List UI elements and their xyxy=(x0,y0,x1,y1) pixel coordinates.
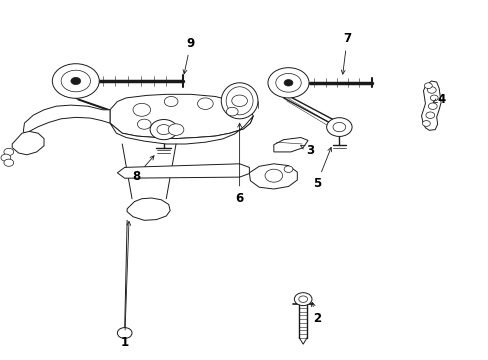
Circle shape xyxy=(427,103,436,109)
Circle shape xyxy=(231,95,247,107)
Circle shape xyxy=(164,96,178,107)
Polygon shape xyxy=(249,164,297,189)
Ellipse shape xyxy=(221,83,258,119)
Circle shape xyxy=(133,103,150,116)
Circle shape xyxy=(424,83,431,89)
Circle shape xyxy=(429,95,437,101)
Circle shape xyxy=(4,159,14,166)
Circle shape xyxy=(326,118,351,136)
Circle shape xyxy=(157,125,170,135)
Polygon shape xyxy=(118,101,237,133)
Polygon shape xyxy=(117,164,249,178)
Circle shape xyxy=(61,70,90,92)
Text: 6: 6 xyxy=(235,123,243,204)
Circle shape xyxy=(226,107,238,116)
Polygon shape xyxy=(273,138,307,152)
Circle shape xyxy=(275,73,301,92)
Circle shape xyxy=(425,112,434,118)
Circle shape xyxy=(71,77,81,85)
Circle shape xyxy=(332,122,345,132)
Circle shape xyxy=(117,328,132,338)
Circle shape xyxy=(284,166,292,172)
Circle shape xyxy=(284,80,292,86)
Circle shape xyxy=(427,87,435,93)
Circle shape xyxy=(422,121,429,126)
Polygon shape xyxy=(23,105,110,137)
Polygon shape xyxy=(127,198,170,220)
Text: 3: 3 xyxy=(300,144,314,157)
Text: 8: 8 xyxy=(132,156,154,183)
Text: 7: 7 xyxy=(341,32,350,74)
Text: 5: 5 xyxy=(312,148,331,190)
Text: 2: 2 xyxy=(311,302,320,325)
Ellipse shape xyxy=(225,87,253,115)
Circle shape xyxy=(4,148,14,156)
Circle shape xyxy=(294,293,311,306)
Circle shape xyxy=(137,119,151,129)
Polygon shape xyxy=(110,94,253,139)
Polygon shape xyxy=(12,131,44,155)
Text: 1: 1 xyxy=(121,221,130,348)
Circle shape xyxy=(264,169,282,182)
Circle shape xyxy=(197,98,213,109)
Circle shape xyxy=(150,120,177,140)
Polygon shape xyxy=(110,116,253,144)
Polygon shape xyxy=(421,81,440,130)
Circle shape xyxy=(1,154,11,161)
Circle shape xyxy=(267,68,308,98)
Circle shape xyxy=(168,124,183,135)
Circle shape xyxy=(298,296,307,302)
Text: 4: 4 xyxy=(432,93,444,105)
Text: 9: 9 xyxy=(183,37,194,74)
Circle shape xyxy=(52,64,99,98)
